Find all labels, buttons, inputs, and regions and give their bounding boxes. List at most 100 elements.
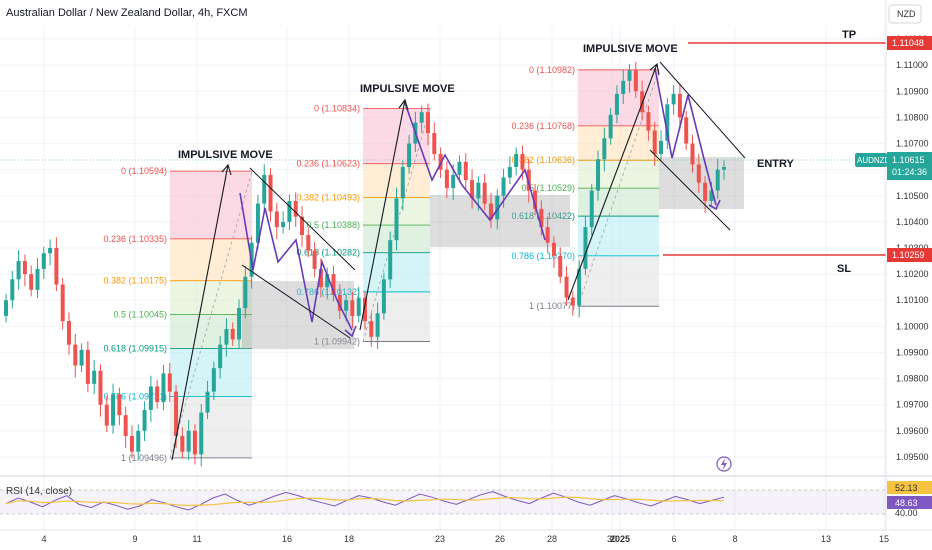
fib-level-label: 0 (1.10834) [314, 104, 360, 114]
candle-body [369, 321, 374, 337]
fib-level-label: 0.236 (1.10335) [103, 234, 167, 244]
candle-body [92, 370, 97, 384]
fib-zone [170, 348, 252, 397]
fib-level-label: 0.618 (1.10282) [296, 248, 360, 258]
candle-body [608, 114, 613, 139]
candle-body [262, 174, 267, 204]
candle-body [60, 284, 65, 322]
candle-body [545, 227, 550, 243]
candle-body [633, 70, 638, 92]
impulse-arrow-3 [649, 62, 660, 76]
candle-body [444, 169, 449, 188]
candle-body [363, 297, 367, 322]
pattern-zigzag-3 [654, 67, 717, 206]
candle-body [419, 112, 424, 123]
candle-body [318, 268, 323, 288]
candle-body [394, 198, 399, 241]
candle-body [29, 274, 34, 290]
candle-body [646, 112, 651, 131]
candle-body [488, 203, 493, 220]
lightning-icon[interactable] [716, 456, 732, 472]
candle-body [73, 344, 78, 366]
fib-retracements: 0 (1.10594) 0.236 (1.10335) 0.382 (1.10175… [103, 65, 660, 463]
candle-body [268, 174, 273, 212]
fib-level-label: 0 (1.10594) [121, 166, 167, 176]
candle-body [136, 430, 141, 452]
symbol-tag [855, 153, 887, 167]
time-tick-label: 11 [192, 534, 201, 544]
candle-body [514, 153, 519, 168]
candle-body [539, 208, 544, 228]
pattern-lines [239, 67, 721, 338]
rsi-ma-tag [887, 496, 932, 509]
tp-price-text: 1.11048 [892, 38, 924, 48]
candle-body [621, 80, 626, 94]
rsi-pane: RSI (14, close) [0, 475, 932, 515]
fib-zone [578, 125, 659, 161]
fib-zone [170, 238, 252, 281]
price-axis-ticks: 1.111001.110001.109001.108001.107001.106… [896, 34, 929, 462]
candle-body [123, 415, 128, 437]
fib-level-label: 0.5 (1.10529) [521, 183, 575, 193]
candle-body [476, 182, 481, 199]
fib-level-label: 0.786 (1.10132) [296, 287, 360, 297]
candle-body [155, 386, 160, 403]
price-tick-label: 1.10000 [896, 321, 929, 331]
candle-body [614, 93, 619, 115]
candle-body [507, 167, 512, 178]
candle-body [356, 297, 361, 316]
candle-body [640, 91, 645, 113]
candle-body [671, 93, 676, 105]
candle-body [180, 436, 185, 452]
impulse-line-3 [567, 63, 658, 301]
price-tick-label: 1.09800 [896, 374, 929, 384]
candle-body [677, 93, 682, 118]
candle-body [274, 211, 279, 228]
pattern-arrow-1 [344, 325, 357, 338]
candle-body [205, 391, 210, 413]
candle-body [570, 297, 575, 306]
candle-body [520, 153, 525, 170]
channel-lower-3 [649, 149, 731, 231]
candle-body [564, 276, 569, 298]
price-axis[interactable]: 1.111001.110001.109001.108001.107001.106… [855, 0, 932, 530]
candle-body [659, 140, 664, 154]
candle-body [407, 143, 412, 168]
fib-zone [578, 160, 659, 189]
candle-body [111, 394, 116, 426]
currency-badge[interactable] [888, 4, 922, 24]
candle-body [41, 253, 46, 269]
candle-body [381, 279, 386, 314]
price-tick-label: 1.10700 [896, 139, 929, 149]
rsi-ma-line [5, 496, 725, 507]
candle-body [501, 177, 506, 196]
consolidation-box-3 [659, 157, 744, 209]
impulse-lines [171, 61, 746, 461]
time-tick-label: 23 [435, 534, 445, 544]
consolidation-box-1 [242, 281, 354, 349]
candle-body [255, 203, 260, 243]
candle-body [85, 349, 90, 384]
candle-body [117, 394, 122, 416]
candle-body [665, 104, 670, 141]
time-tick-label: 9 [132, 534, 137, 544]
candle-body [652, 130, 657, 154]
candle-body [558, 255, 563, 277]
candlestick-series [4, 61, 726, 467]
candle-body [306, 234, 311, 251]
candle-body [602, 138, 607, 160]
candle-body [199, 412, 204, 455]
price-tick-label: 1.09500 [896, 452, 929, 462]
time-tick-label: 26 [495, 534, 505, 544]
time-tick-label: 4 [41, 534, 46, 544]
tp-label: TP [842, 29, 856, 41]
fib-level-label: 0.236 (1.10768) [511, 121, 575, 131]
symbol-tag-text: AUDNZD [857, 156, 891, 165]
candle-body [344, 300, 349, 311]
fib-level-label: 1 (1.10077) [529, 301, 575, 311]
candle-body [293, 200, 298, 217]
candle-body [337, 295, 342, 311]
candle-body [98, 370, 103, 405]
